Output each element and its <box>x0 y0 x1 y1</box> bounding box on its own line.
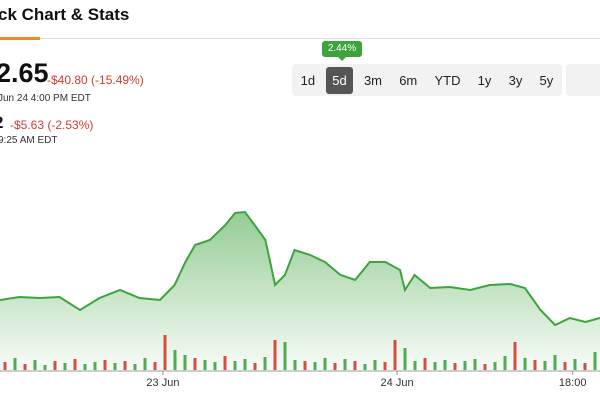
volume-bar <box>413 361 417 370</box>
volume-bar <box>323 358 327 370</box>
volume-bar <box>583 363 587 370</box>
volume-bar <box>203 360 207 370</box>
volume-bar <box>93 362 97 370</box>
volume-bar <box>313 362 317 370</box>
volume-bar <box>43 365 47 370</box>
volume-bar <box>553 355 557 370</box>
chart-type-button[interactable] <box>566 64 600 96</box>
volume-bar <box>333 363 337 370</box>
volume-bar <box>383 362 387 370</box>
volume-bar <box>153 362 157 370</box>
volume-bar <box>343 359 347 370</box>
volume-bar <box>373 360 377 370</box>
volume-bar <box>233 361 237 370</box>
volume-bar <box>223 356 227 370</box>
x-tick-label: 23 Jun <box>146 377 179 389</box>
volume-bar <box>263 357 267 370</box>
volume-bar <box>533 360 537 370</box>
volume-bar <box>143 358 147 370</box>
volume-bar <box>13 358 17 370</box>
volume-bar <box>483 364 487 370</box>
volume-bar <box>513 342 517 370</box>
volume-bar <box>363 364 367 370</box>
volume-bar <box>453 363 457 370</box>
volume-bar <box>23 364 27 370</box>
volume-bar <box>573 359 577 370</box>
premarket-time: 9:25 AM EDT <box>0 135 58 146</box>
volume-bar <box>193 358 197 370</box>
volume-bar <box>493 362 497 370</box>
volume-bar <box>73 359 77 370</box>
volume-bar <box>83 364 87 370</box>
premarket-price: 2 <box>0 113 3 133</box>
volume-bar <box>403 348 407 370</box>
volume-bar <box>443 360 447 370</box>
volume-bar <box>423 358 427 370</box>
section-title: ck Chart & Stats <box>0 5 130 24</box>
premarket-change: -$5.63 (-2.53%) <box>10 118 94 132</box>
x-tick-label: 24 Jun <box>381 377 414 389</box>
volume-bar <box>303 361 307 370</box>
volume-bar <box>213 362 217 370</box>
volume-bar <box>163 335 167 370</box>
volume-bar <box>543 361 547 370</box>
range-badge: 2.44% <box>322 41 362 61</box>
range-button[interactable]: 5y <box>539 72 554 88</box>
volume-bar <box>393 340 397 370</box>
range-button[interactable]: 1d <box>300 72 316 88</box>
volume-bar <box>273 340 277 370</box>
volume-bar <box>253 363 257 370</box>
volume-bar <box>523 358 527 370</box>
volume-bar <box>33 360 37 370</box>
volume-bar <box>173 350 177 370</box>
volume-bar <box>463 361 467 370</box>
range-button[interactable]: 1y <box>477 72 492 88</box>
volume-bar <box>503 356 507 370</box>
volume-bar <box>183 355 187 370</box>
price-change: -$40.80 (-15.49%) <box>47 73 144 87</box>
range-button[interactable]: 3y <box>508 72 523 88</box>
tab-indicator <box>0 37 40 40</box>
volume-bar <box>353 361 357 370</box>
price-time: Jun 24 4:00 PM EDT <box>0 93 91 104</box>
price: 2.65 <box>0 58 49 88</box>
range-button[interactable]: 6m <box>399 72 418 88</box>
volume-bar <box>293 360 297 370</box>
volume-bar <box>473 359 477 370</box>
volume-bar <box>563 362 567 370</box>
volume-bar <box>3 362 7 370</box>
volume-bar <box>53 361 57 370</box>
range-button[interactable]: 5d <box>326 66 353 94</box>
range-selector: 1d 5d 3m 6m YTD 1y 3y 5y <box>292 64 562 96</box>
volume-bar <box>593 352 597 370</box>
volume-bar <box>123 361 127 370</box>
volume-bar <box>433 362 437 370</box>
volume-bar <box>133 364 137 370</box>
x-tick-label: 18:00 <box>559 377 587 389</box>
volume-bar <box>63 363 67 370</box>
tab-divider <box>0 38 600 39</box>
range-button[interactable]: YTD <box>434 72 461 88</box>
volume-bar <box>103 360 107 370</box>
volume-bar <box>283 342 287 370</box>
volume-bar <box>243 359 247 370</box>
range-button[interactable]: 3m <box>363 72 382 88</box>
area <box>0 212 600 370</box>
price-line <box>0 210 600 327</box>
volume-bar <box>113 363 117 370</box>
